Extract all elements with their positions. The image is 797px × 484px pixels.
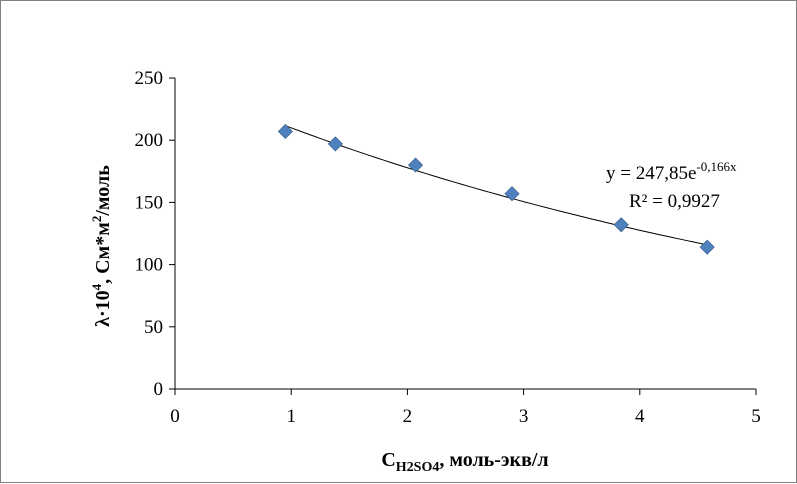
trendline <box>285 125 708 246</box>
x-axis-title: CH2SO4, моль-экв/л <box>381 449 548 475</box>
y-tick-label: 200 <box>135 130 164 151</box>
y-axis-title: λ·104, См*м2/моль <box>89 165 114 327</box>
y-tick-label: 50 <box>144 317 163 338</box>
data-point <box>613 217 629 233</box>
trendline-equation: y = 247,85e-0,166x <box>606 159 737 184</box>
data-point <box>327 136 343 152</box>
data-point <box>504 186 520 202</box>
x-tick-label: 3 <box>519 406 529 427</box>
tick-labels: 0 50 100 150 200 250 0 1 2 3 4 5 <box>135 68 761 427</box>
x-tick-label: 2 <box>403 406 413 427</box>
data-point <box>277 123 293 140</box>
axes <box>174 78 756 390</box>
y-tick-label: 250 <box>135 68 164 89</box>
y-tick-label: 150 <box>135 192 164 213</box>
data-point <box>407 157 424 173</box>
data-point <box>699 239 715 255</box>
x-tick-label: 5 <box>751 406 761 427</box>
trendline-r2: R² = 0,9927 <box>629 191 720 212</box>
y-tick-label: 100 <box>135 255 164 276</box>
data-points <box>277 123 715 255</box>
x-tick-label: 0 <box>170 406 180 427</box>
y-tick-label: 0 <box>154 379 164 400</box>
x-tick-label: 4 <box>635 406 645 427</box>
x-tick-label: 1 <box>286 406 296 427</box>
tick-marks <box>169 77 757 395</box>
